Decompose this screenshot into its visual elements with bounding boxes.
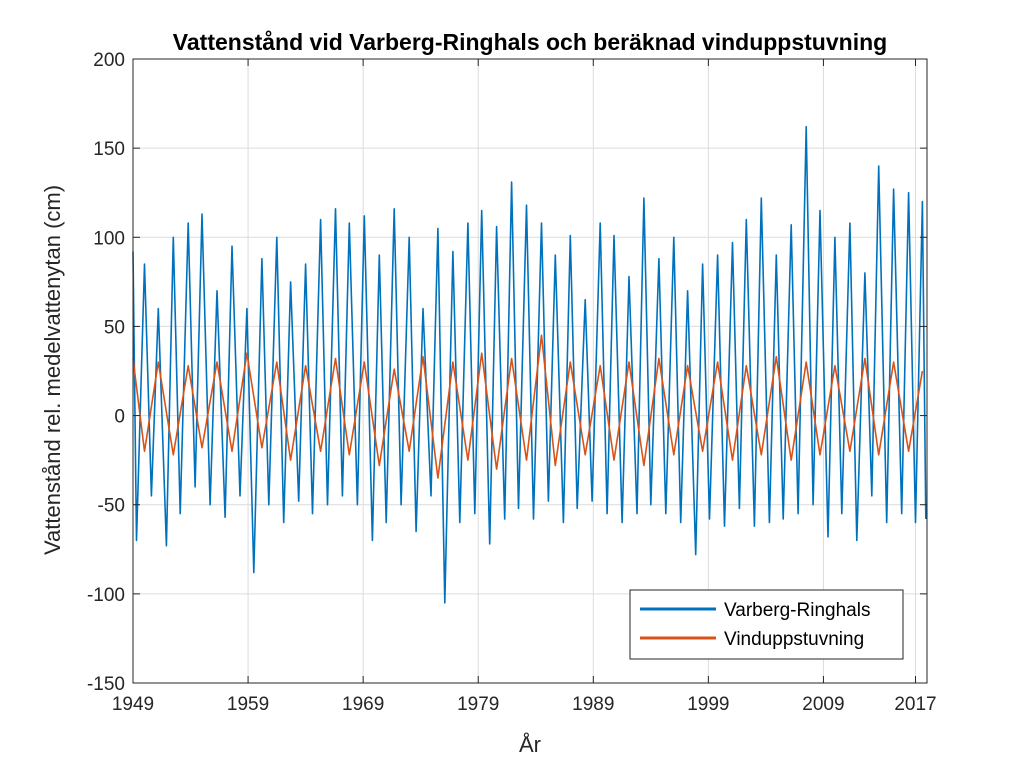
y-tick-label: 0 <box>114 407 125 428</box>
series-line-vinduppstuvning <box>132 334 924 479</box>
y-tick-label: 100 <box>93 228 125 249</box>
series-line-varberg-ringhals <box>132 125 927 604</box>
x-tick-label: 1979 <box>457 694 499 715</box>
y-tick-label: 50 <box>104 317 125 338</box>
plot-frame <box>132 58 928 684</box>
legend: Varberg-Ringhals Vinduppstuvning <box>629 589 904 660</box>
legend-label-varberg-ringhals: Varberg-Ringhals <box>724 600 870 621</box>
x-tick-label: 1989 <box>572 694 614 715</box>
series-layer <box>132 125 927 604</box>
x-axis: 1949 1959 1969 1979 1989 1999 2009 2017 <box>112 59 937 715</box>
x-tick-label: 1949 <box>112 694 154 715</box>
y-tick-label: 150 <box>93 139 125 160</box>
x-tick-label: 1969 <box>342 694 384 715</box>
legend-box <box>629 589 904 660</box>
y-axis-title: Vattenstånd rel. medelvattenytan (cm) <box>40 185 65 555</box>
x-tick-label: 2017 <box>894 694 936 715</box>
y-tick-label: -50 <box>98 496 125 517</box>
y-tick-label: -100 <box>87 585 125 606</box>
x-axis-title: År <box>519 732 541 757</box>
x-tick-label: 2009 <box>802 694 844 715</box>
chart-title: Vattenstånd vid Varberg-Ringhals och ber… <box>173 29 887 55</box>
x-tick-label: 1999 <box>687 694 729 715</box>
legend-label-vinduppstuvning: Vinduppstuvning <box>724 629 864 650</box>
y-tick-label: -150 <box>87 674 125 695</box>
y-tick-label: 200 <box>93 50 125 71</box>
x-tick-label: 1959 <box>227 694 269 715</box>
y-axis: -150 -100 -50 0 50 100 150 200 <box>87 50 927 695</box>
